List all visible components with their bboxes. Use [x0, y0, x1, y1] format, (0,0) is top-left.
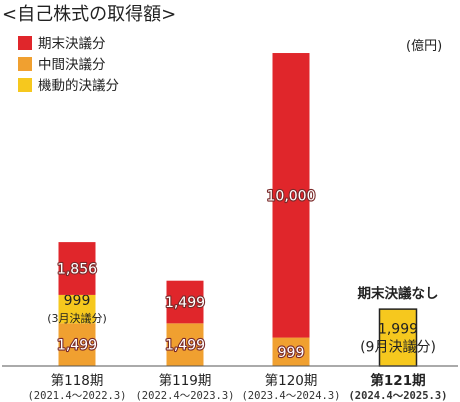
legend: 期末決議分 中間決議分 機動的決議分: [18, 35, 119, 94]
x-tick-label-2: 第119期: [159, 372, 212, 389]
unit-label: (億円): [406, 38, 442, 54]
bar-year-end-1: [58, 242, 96, 295]
x-period-label-1: (2021.4～2022.3): [27, 390, 126, 402]
bar-interim-3: [272, 337, 310, 366]
value-label-interim-3: 999: [278, 345, 305, 361]
segment-note-flexible-4: (9月決議分): [360, 339, 436, 356]
legend-label-flexible: 機動的決議分: [38, 77, 119, 94]
value-label-flexible-4: 1,999: [378, 322, 418, 338]
bar-year-end-2: [166, 280, 204, 324]
bar-year-end-3: [272, 53, 310, 338]
bar-interim-2: [166, 323, 204, 366]
value-label-interim-1: 1,499: [57, 338, 97, 354]
legend-label-year-end: 期末決議分: [38, 35, 106, 52]
x-tick-label-4: 第121期: [370, 372, 425, 389]
annotation-1: 期末決議なし: [358, 285, 439, 302]
value-label-flexible-1: 999: [64, 293, 91, 309]
x-period-label-3: (2023.4～2024.3): [241, 390, 340, 402]
value-label-year-end-1: 1,856: [57, 262, 97, 278]
x-tick-label-3: 第120期: [265, 372, 318, 389]
value-label-year-end-3: 10,000: [267, 188, 316, 204]
segment-note-flexible-1: (3月決議分): [47, 311, 107, 325]
x-axis-labels: 第118期(2021.4～2022.3) 第119期(2022.4～2023.3)…: [27, 372, 447, 402]
value-label-interim-2: 1,499: [165, 338, 205, 354]
legend-label-interim: 中間決議分: [38, 56, 106, 73]
chart-title: <自己株式の取得額>: [2, 4, 176, 25]
x-period-label-4: (2024.4～2025.3): [348, 390, 447, 402]
bar-interim-1: [58, 323, 96, 366]
x-tick-label-1: 第118期: [51, 372, 104, 389]
bars-group: 1,499 999 (3月決議分) 1,856 1,499 1,499 999 10,000 1…: [47, 53, 439, 367]
legend-swatch-interim: [18, 57, 32, 71]
legend-swatch-flexible: [18, 78, 32, 92]
bar-flexible-4: [378, 308, 418, 367]
value-label-year-end-2: 1,499: [165, 295, 205, 311]
x-period-label-2: (2022.4～2023.3): [135, 390, 234, 402]
bar-flexible-1: [58, 294, 96, 324]
legend-swatch-year-end: [18, 36, 32, 50]
